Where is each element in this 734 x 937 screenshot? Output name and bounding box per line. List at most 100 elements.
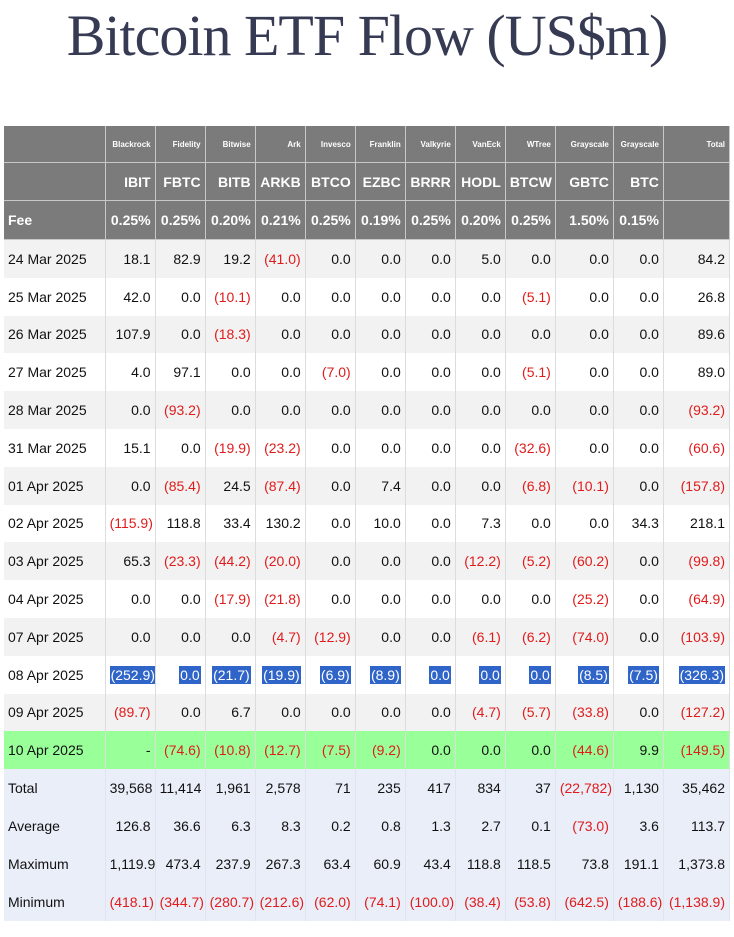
table-row: 09 Apr 2025 (89.7) 0.0 6.7 0.0 0.0 0.0 0.0 (4.7)…: [4, 693, 731, 732]
flow-cell: (8.9): [355, 655, 406, 694]
flow-value: 0.0: [481, 742, 501, 759]
flow-value: 0.0: [231, 364, 251, 381]
summary-cell: (344.7): [155, 883, 206, 922]
flow-value: (5.1): [522, 288, 551, 305]
flow-cell: 0.0: [155, 617, 206, 656]
flow-value: 0.0: [431, 704, 451, 721]
summary-cell: 237.9: [205, 845, 256, 884]
flow-value: (44.2): [214, 553, 251, 570]
row-date: 08 Apr 2025: [4, 655, 106, 694]
flow-value: (12.7): [264, 742, 301, 759]
flow-cell: 0.0: [455, 731, 506, 770]
flow-value: 5.0: [481, 250, 501, 267]
flow-cell: (5.1): [505, 277, 556, 316]
fee-label: Fee: [4, 200, 106, 240]
flow-value: 15.1: [123, 439, 151, 456]
row-total-cell: (64.9): [663, 580, 731, 618]
flow-value: 0.0: [431, 628, 451, 645]
flow-value: 130.2: [265, 515, 301, 532]
flow-value: (115.9): [109, 515, 153, 532]
summary-row-minimum: Minimum (418.1) (344.7) (280.7) (212.6) (62.0…: [4, 883, 731, 922]
flow-cell: 0.0: [355, 428, 406, 467]
flow-value: (85.4): [164, 477, 201, 494]
flow-cell: 0.0: [355, 617, 406, 656]
row-total-cell: (326.3): [663, 655, 731, 694]
flow-cell: 0.0: [155, 277, 206, 316]
flow-value: 0.0: [181, 628, 201, 645]
row-date: 31 Mar 2025: [4, 428, 106, 467]
row-date: 10 Apr 2025: [4, 731, 106, 770]
flow-value: 0.0: [431, 742, 451, 759]
flow-cell: 0.0: [155, 693, 206, 732]
flow-value: 0.0: [479, 665, 501, 684]
flow-value: 0.0: [381, 628, 401, 645]
row-total-cell: (103.9): [663, 617, 731, 656]
flow-value: 0.0: [431, 288, 451, 305]
flow-cell: (12.2): [455, 542, 506, 581]
flow-value: 0.0: [431, 402, 451, 419]
flow-cell: 0.0: [455, 655, 506, 694]
summary-cell: (53.8): [505, 883, 556, 922]
flow-value: 0.0: [639, 553, 659, 570]
flow-cell: (7.5): [305, 731, 356, 770]
row-date: 04 Apr 2025: [4, 580, 106, 618]
flow-cell: 0.0: [305, 580, 356, 618]
flow-value: (17.9): [214, 591, 251, 608]
flow-cell: 0.0: [205, 391, 256, 429]
flow-value: 0.0: [231, 402, 251, 419]
flow-value: 0.0: [529, 665, 551, 684]
flow-value: 0.0: [481, 402, 501, 419]
flow-cell: 0.0: [405, 353, 456, 392]
flow-cell: (44.6): [555, 731, 614, 770]
flow-value: 7.4: [381, 477, 401, 494]
flow-cell: 0.0: [105, 580, 156, 618]
flow-cell: 0.0: [613, 580, 664, 618]
row-total-cell: 218.1: [663, 504, 731, 543]
flow-value: 0.0: [639, 439, 659, 456]
flow-cell: (32.6): [505, 428, 556, 467]
flow-cell: 0.0: [355, 693, 406, 732]
flow-cell: 0.0: [613, 693, 664, 732]
flow-value: 0.0: [481, 364, 501, 381]
flow-cell: 0.0: [305, 542, 356, 581]
flow-cell: 0.0: [613, 391, 664, 429]
issuer-header: Bitwise: [205, 126, 256, 163]
issuer-header: WTree: [505, 126, 556, 163]
flow-cell: (6.1): [455, 617, 506, 656]
issuer-header: Ark: [255, 126, 306, 163]
flow-cell: 0.0: [405, 315, 456, 354]
ticker-header: BITB: [205, 162, 256, 201]
header-blank-cell: [663, 162, 731, 201]
fee-cell: 0.25%: [405, 200, 456, 240]
flow-cell: 0.0: [305, 239, 356, 278]
flow-cell: 97.1: [155, 353, 206, 392]
row-total-value: (103.9): [680, 628, 725, 645]
row-total-cell: (99.8): [663, 542, 731, 581]
fee-cell: 0.19%: [355, 200, 406, 240]
summary-cell: (642.5): [555, 883, 614, 922]
flow-cell: 9.9: [613, 731, 664, 770]
flow-value: 0.0: [181, 326, 201, 343]
issuer-header: Valkyrie: [405, 126, 456, 163]
flow-cell: (21.8): [255, 580, 306, 618]
page-title: Bitcoin ETF Flow (US$m): [66, 3, 669, 68]
flow-value: (89.7): [114, 704, 151, 721]
summary-cell: 1,961: [205, 769, 256, 808]
summary-cell: 43.4: [405, 845, 456, 884]
flow-cell: 0.0: [405, 277, 456, 316]
flow-cell: (7.5): [613, 655, 664, 694]
flow-value: (74.6): [164, 742, 201, 759]
flow-cell: 0.0: [505, 239, 556, 278]
flow-value: (19.9): [262, 665, 301, 684]
flow-cell: 118.8: [155, 504, 206, 543]
flow-cell: 0.0: [155, 428, 206, 467]
flow-value: 0.0: [531, 515, 551, 532]
flow-cell: (5.2): [505, 542, 556, 581]
row-total-value: 218.1: [689, 515, 725, 532]
flow-value: (7.5): [628, 665, 659, 684]
row-total-cell: 84.2: [663, 239, 731, 278]
summary-cell: 36.6: [155, 807, 206, 846]
flow-value: (23.2): [264, 439, 301, 456]
flow-value: (10.1): [214, 288, 251, 305]
flow-value: (33.8): [572, 704, 609, 721]
